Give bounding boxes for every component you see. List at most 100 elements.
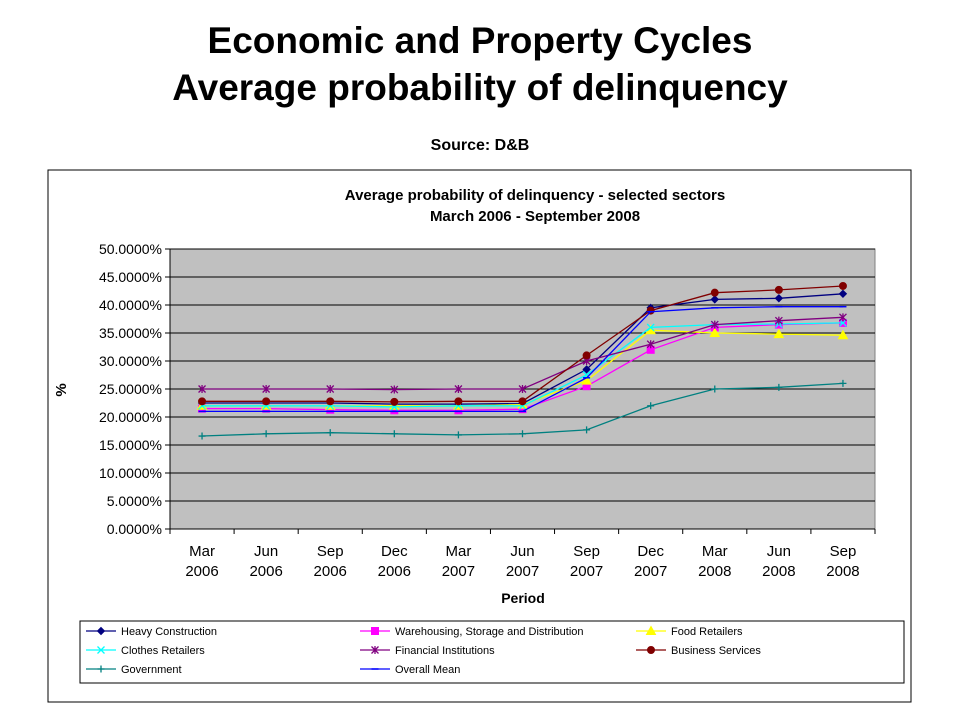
legend-label: Heavy Construction [121,626,217,638]
y-tick-label: 45.0000% [99,269,162,285]
data-point [774,294,784,303]
data-point [775,383,783,391]
data-point [710,295,719,304]
data-point [390,397,399,406]
legend-label: Government [121,664,182,676]
data-point [518,397,527,406]
data-point [454,385,463,393]
y-tick-label: 35.0000% [99,325,162,341]
legend: Heavy Construction Warehousing, Storage a… [86,625,761,676]
slide-title-line1: Economic and Property Cycles [207,20,753,61]
data-point [198,397,207,406]
data-point [371,627,379,635]
x-tick-label-year: 2006 [314,563,347,580]
data-point [710,288,719,297]
chart-subtitle: March 2006 - September 2008 [430,208,640,225]
y-tick-label: 10.0000% [99,465,162,481]
data-point [774,316,783,325]
x-tick-label-year: 2008 [762,563,795,580]
data-point [371,646,379,654]
data-point [646,340,655,349]
data-point [262,385,271,393]
data-point [262,397,271,406]
legend-entry: Government [86,664,182,676]
legend-entry: Business Services [636,645,761,657]
data-point [647,646,655,654]
x-tick-label-year: 2007 [506,563,539,580]
data-point [646,306,655,315]
data-point [390,385,399,394]
x-tick-label: Mar [445,543,471,560]
data-point [709,327,721,337]
data-point [646,323,655,332]
data-point [390,430,398,438]
legend-label: Financial Institutions [395,645,495,657]
series-government [198,379,847,440]
x-tick-label-year: 2007 [570,563,603,580]
x-tick-label: Mar [189,543,215,560]
chart-title: Average probability of delinquency - sel… [345,187,725,204]
y-tick-label: 50.0000% [99,241,162,257]
x-tick-label-year: 2008 [698,563,731,580]
x-tick-label: Sep [317,543,344,560]
x-axis-label: Period [501,590,545,606]
data-point [326,385,335,393]
data-point [198,432,206,440]
data-point [647,402,655,410]
data-point [519,430,526,438]
data-point [326,429,334,437]
data-point [582,365,591,374]
legend-entry: Warehousing, Storage and Distribution [360,626,584,638]
data-point [645,625,657,635]
x-tick-label-year: 2006 [185,563,218,580]
x-tick-label: Dec [381,543,408,560]
y-axis-label: % [53,383,70,396]
x-tick-label-year: 2007 [634,563,667,580]
data-point [838,313,847,322]
y-tick-label: 25.0000% [99,381,162,397]
x-tick-label: Jun [510,543,534,560]
data-point [773,328,785,339]
legend-entry: Overall Mean [360,664,460,676]
data-point [838,318,847,327]
series-overall-mean [198,305,847,413]
legend-label: Food Retailers [671,626,743,638]
gridlines [170,248,875,502]
data-point [97,665,105,673]
x-tick-label: Sep [830,543,857,560]
series-financial-institutions [198,313,847,394]
y-tick-label: 15.0000% [99,437,162,453]
x-tick-label: Mar [702,543,728,560]
legend-entry: Heavy Construction [86,626,217,638]
data-point [838,281,847,290]
x-tick-label: Sep [573,543,600,560]
x-axis-ticks: Mar 2006 Jun 2006 Sep 2006 Dec 2006 Mar 2007 Jun 20… [169,529,876,580]
x-tick-label-year: 2006 [378,563,411,580]
data-point [710,320,719,329]
data-point [774,285,783,294]
x-tick-label: Dec [637,543,664,560]
legend-label: Warehousing, Storage and Distribution [395,626,584,638]
x-tick-label: Jun [254,543,278,560]
x-tick-label: Jun [767,543,791,560]
y-tick-label: 5.0000% [107,493,162,509]
data-point [326,397,335,406]
data-point [454,397,463,406]
data-point [582,351,591,360]
y-tick-label: 40.0000% [99,297,162,313]
series-layer [196,281,849,440]
data-point [711,385,719,393]
x-tick-label-year: 2006 [249,563,282,580]
legend-label: Overall Mean [395,664,460,676]
y-tick-label: 30.0000% [99,353,162,369]
y-tick-label: 20.0000% [99,409,162,425]
data-point [96,626,106,636]
legend-entry: Food Retailers [636,625,743,638]
data-point [583,426,591,434]
data-point [198,385,207,393]
legend-box [79,620,905,684]
data-point [262,430,270,438]
data-point [837,329,849,340]
x-tick-label-year: 2007 [442,563,475,580]
